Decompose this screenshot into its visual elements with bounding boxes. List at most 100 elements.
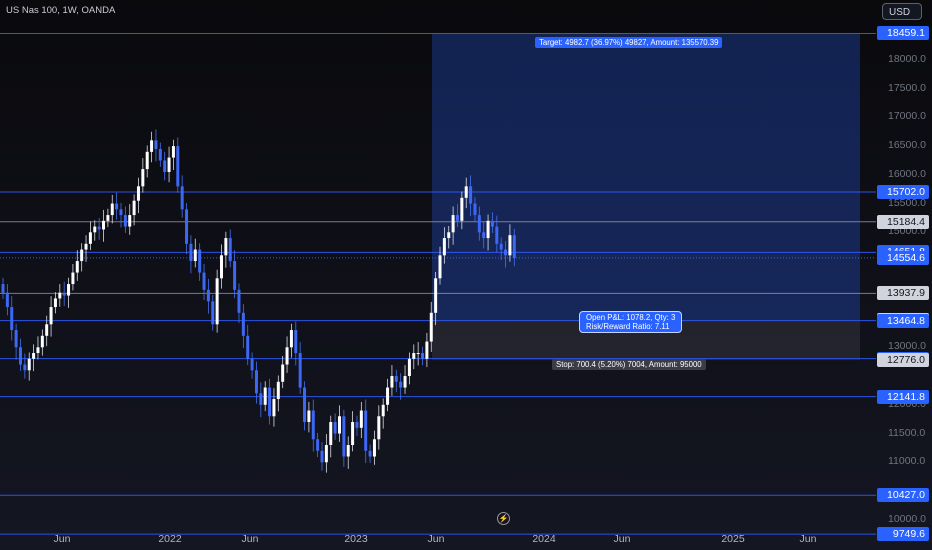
position-target-zone [432,33,860,320]
time-tick-label: 2024 [532,533,556,545]
candle [27,358,31,371]
candle [198,249,202,273]
candle [390,376,394,388]
candle [202,272,206,290]
candle [333,422,337,434]
candle [40,335,44,348]
candle [18,347,22,365]
candle [233,261,237,290]
candle [14,330,18,348]
candle [499,243,503,250]
time-tick-label: Jun [799,533,817,545]
candle [106,215,110,221]
candle [381,404,385,417]
stop-label[interactable]: Stop: 700.4 (5.20%) 7004, Amount: 95000 [552,359,706,370]
pnl-box[interactable]: Open P&L: 1078.2, Qty: 3 Risk/Reward Rat… [579,311,683,333]
candle [337,416,341,434]
candle [241,312,245,336]
candle [377,416,381,440]
price-label: 12141.8 [877,389,929,404]
candle [97,226,101,230]
candle [429,312,433,342]
candle [141,169,145,187]
price-label: 14554.6 [877,250,929,265]
target-label[interactable]: Target: 4982.7 (36.97%) 49827, Amount: 1… [535,37,723,48]
candle [167,157,171,172]
candle [93,226,97,233]
candle [346,445,350,457]
price-tick-label: 11500.0 [888,426,926,439]
price-label: 12776.0 [877,353,929,368]
candle [412,353,416,359]
candle [320,450,324,463]
candle [403,376,407,388]
candle [75,261,79,273]
candle [469,186,473,204]
candle [119,209,123,216]
price-label: 15702.0 [877,184,929,199]
candle [193,249,197,262]
candle [372,439,376,457]
candle [473,203,477,216]
time-tick-label: Jun [427,533,445,545]
candle [171,146,175,158]
price-tick-label: 17500.0 [888,81,926,94]
candle [246,335,250,359]
candle [364,410,368,451]
candle [289,330,293,348]
candle [259,393,263,405]
candle [145,151,149,170]
candle [254,370,258,394]
candle [23,364,27,371]
price-label: 15184.4 [877,214,929,229]
candle [434,278,438,313]
candle [1,284,5,293]
candle [102,220,106,230]
candle [32,353,36,359]
candle [84,243,88,250]
candle [110,203,114,216]
candle [303,387,307,423]
price-tick-label: 16000.0 [888,167,926,180]
candle [421,353,425,359]
candle [486,220,490,239]
candle [386,387,390,405]
price-tick-label: 11000.0 [888,455,926,468]
candle [482,232,486,239]
candle [455,215,459,221]
price-tick-label: 15500.0 [888,196,926,209]
candle [281,364,285,382]
price-label: 13464.8 [877,313,929,328]
candle [512,235,516,258]
candle [185,209,189,244]
candle [394,376,398,382]
currency-button[interactable]: USD [882,3,922,20]
candle [88,232,92,244]
candle [490,220,494,227]
price-label: 18459.1 [877,26,929,41]
candle [45,324,49,336]
time-tick-label: 2022 [158,533,182,545]
candle [136,186,140,201]
candle [237,289,241,313]
candle [298,353,302,388]
lightning-icon[interactable]: ⚡ [497,512,510,525]
candle [294,330,298,354]
time-tick-label: 2025 [721,533,745,545]
symbol-info[interactable]: US Nas 100, 1W, OANDA [6,5,116,16]
candle [220,255,223,279]
candle [316,439,320,451]
candle [115,203,119,210]
candle [399,381,403,388]
candle [158,148,162,161]
candle [268,387,272,417]
candle [150,140,154,152]
candle [71,272,75,285]
candle [508,235,512,256]
candle [224,238,228,256]
candle [5,292,9,308]
candle [80,249,84,262]
price-label: 9749.6 [877,527,929,542]
